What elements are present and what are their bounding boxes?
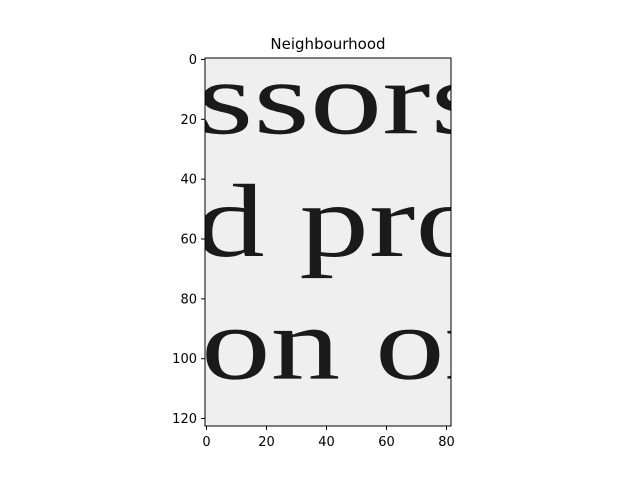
x-tick-label: 80 (438, 435, 455, 450)
image-text-line: ssors (197, 41, 487, 156)
y-axis: 0 20 40 60 80 100 120 (172, 53, 205, 427)
x-tick-label: 20 (258, 435, 275, 450)
image-text-line: d pro (195, 164, 485, 279)
plot-frame (204, 57, 452, 427)
image-text-line: on or (201, 287, 491, 402)
x-tick-label: 0 (202, 435, 210, 450)
y-tick-label: 40 (180, 173, 197, 188)
y-tick-label: 100 (172, 352, 197, 367)
y-tick-label: 0 (189, 53, 197, 68)
image-background (205, 58, 451, 426)
x-tick-label: 60 (378, 435, 395, 450)
x-axis: 0 20 40 60 80 (202, 426, 455, 450)
y-tick-label: 80 (180, 292, 197, 307)
y-tick-label: 60 (180, 233, 197, 248)
y-tick-label: 20 (180, 113, 197, 128)
chart-title: Neighbourhood (270, 35, 385, 53)
y-tick-label: 120 (172, 412, 197, 427)
x-tick-label: 40 (318, 435, 335, 450)
